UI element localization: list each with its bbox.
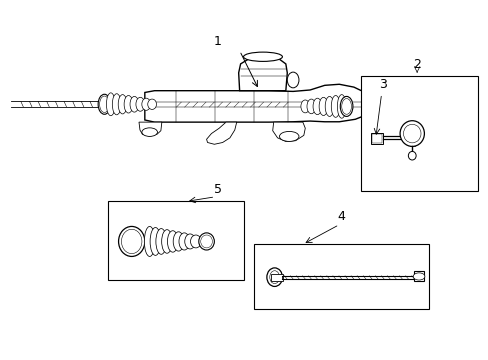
Ellipse shape — [121, 229, 142, 253]
Text: 1: 1 — [213, 35, 221, 48]
Ellipse shape — [399, 121, 424, 147]
Ellipse shape — [179, 233, 189, 250]
Text: 2: 2 — [412, 58, 420, 71]
Bar — [371, 134, 381, 143]
Ellipse shape — [279, 131, 298, 141]
Ellipse shape — [287, 72, 298, 88]
Ellipse shape — [306, 99, 315, 114]
Ellipse shape — [266, 268, 282, 287]
Ellipse shape — [167, 231, 178, 252]
Bar — [361, 76, 477, 191]
Ellipse shape — [136, 97, 144, 111]
Polygon shape — [139, 122, 162, 136]
Ellipse shape — [269, 271, 279, 284]
Ellipse shape — [403, 124, 420, 143]
Ellipse shape — [106, 93, 115, 116]
Ellipse shape — [100, 96, 109, 112]
Text: 3: 3 — [378, 78, 386, 91]
Ellipse shape — [118, 95, 127, 114]
Ellipse shape — [130, 96, 139, 112]
Ellipse shape — [98, 94, 111, 114]
Ellipse shape — [190, 235, 201, 248]
Ellipse shape — [319, 97, 327, 116]
Ellipse shape — [330, 95, 339, 117]
Text: 4: 4 — [337, 210, 345, 223]
Ellipse shape — [412, 273, 424, 280]
Ellipse shape — [144, 226, 155, 256]
Bar — [370, 133, 382, 144]
Ellipse shape — [142, 128, 157, 136]
Bar — [254, 244, 428, 309]
Bar — [108, 202, 244, 280]
Polygon shape — [238, 57, 287, 91]
Ellipse shape — [184, 234, 195, 249]
Ellipse shape — [173, 232, 183, 251]
Bar — [271, 274, 283, 281]
Text: 5: 5 — [213, 183, 221, 196]
Polygon shape — [144, 84, 370, 122]
Ellipse shape — [407, 152, 415, 160]
Polygon shape — [272, 122, 305, 141]
Ellipse shape — [312, 98, 321, 114]
Ellipse shape — [147, 99, 156, 109]
Ellipse shape — [243, 52, 282, 62]
Ellipse shape — [124, 95, 133, 113]
Ellipse shape — [156, 229, 166, 254]
Ellipse shape — [199, 233, 214, 250]
Ellipse shape — [150, 228, 161, 255]
Ellipse shape — [341, 99, 351, 114]
Ellipse shape — [142, 98, 150, 111]
Ellipse shape — [118, 226, 144, 256]
Ellipse shape — [112, 94, 121, 115]
Polygon shape — [206, 122, 236, 144]
Ellipse shape — [325, 96, 333, 116]
Ellipse shape — [337, 95, 346, 118]
Bar — [413, 271, 424, 281]
Ellipse shape — [201, 235, 212, 248]
Ellipse shape — [300, 100, 309, 113]
Ellipse shape — [340, 96, 352, 116]
Ellipse shape — [162, 230, 172, 253]
